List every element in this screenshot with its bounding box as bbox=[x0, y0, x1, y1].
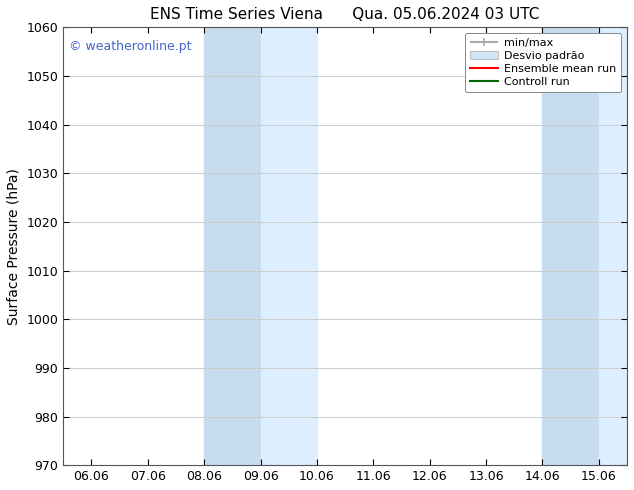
Text: © weatheronline.pt: © weatheronline.pt bbox=[69, 40, 191, 53]
Legend: min/max, Desvio padrão, Ensemble mean run, Controll run: min/max, Desvio padrão, Ensemble mean ru… bbox=[465, 33, 621, 92]
Y-axis label: Surface Pressure (hPa): Surface Pressure (hPa) bbox=[7, 168, 21, 325]
Title: ENS Time Series Viena      Qua. 05.06.2024 03 UTC: ENS Time Series Viena Qua. 05.06.2024 03… bbox=[150, 7, 540, 22]
Bar bbox=[543, 27, 599, 465]
Bar bbox=[261, 27, 317, 465]
Bar bbox=[599, 27, 630, 465]
Bar bbox=[204, 27, 261, 465]
